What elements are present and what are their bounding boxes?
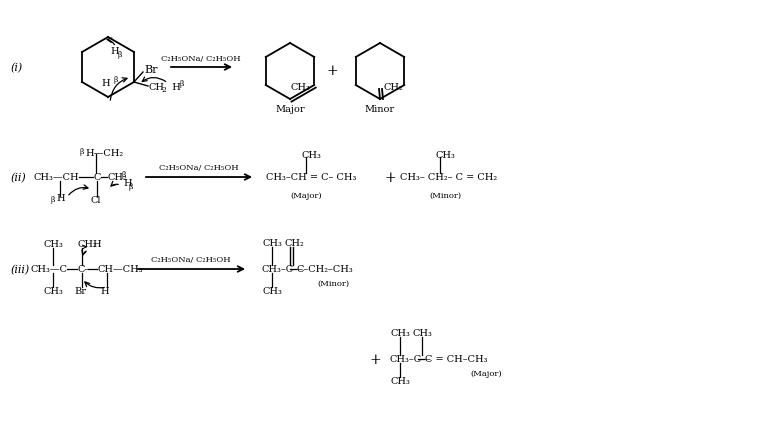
Text: H: H — [166, 82, 181, 91]
Text: CH₂: CH₂ — [284, 239, 304, 248]
Text: H: H — [102, 79, 110, 88]
Text: H: H — [92, 240, 101, 249]
Text: C—: C— — [78, 265, 95, 274]
Text: (iii): (iii) — [10, 264, 29, 274]
Text: (i): (i) — [10, 63, 22, 73]
Text: (Major): (Major) — [470, 369, 502, 377]
Text: (Minor): (Minor) — [317, 279, 349, 287]
Text: Major: Major — [275, 105, 304, 114]
Text: C₂H₅ONa/ C₂H₅OH: C₂H₅ONa/ C₂H₅OH — [159, 164, 239, 172]
Text: β: β — [129, 183, 133, 190]
Text: C = CH–CH₃: C = CH–CH₃ — [425, 355, 487, 364]
Text: CH₃: CH₃ — [436, 150, 456, 159]
Text: (Minor): (Minor) — [429, 192, 461, 199]
Text: H—CH₂: H—CH₂ — [85, 149, 123, 158]
Text: CH₃: CH₃ — [262, 287, 282, 296]
Text: CH₂: CH₂ — [108, 173, 128, 182]
Text: 2: 2 — [161, 86, 166, 94]
Text: Cl: Cl — [91, 196, 101, 205]
Text: β: β — [180, 80, 184, 88]
Text: C₂H₅ONa/ C₂H₅OH: C₂H₅ONa/ C₂H₅OH — [161, 55, 241, 63]
Text: H: H — [56, 194, 64, 203]
Text: CH₃: CH₃ — [390, 377, 410, 386]
Text: CH: CH — [149, 82, 165, 91]
Text: C: C — [93, 173, 101, 182]
Text: CH₃—C—: CH₃—C— — [30, 265, 76, 274]
Text: C₂H₅ONa/ C₂H₅OH: C₂H₅ONa/ C₂H₅OH — [151, 256, 231, 263]
Text: C–CH₂–CH₃: C–CH₂–CH₃ — [297, 265, 353, 274]
Text: Minor: Minor — [365, 105, 395, 114]
Text: CH—CH₃: CH—CH₃ — [98, 265, 144, 274]
Text: CH₃: CH₃ — [43, 287, 63, 296]
Text: CH₂: CH₂ — [78, 240, 98, 249]
Text: CH₃: CH₃ — [302, 150, 322, 159]
Text: +: + — [369, 352, 381, 366]
Text: +: + — [384, 170, 396, 184]
Text: H: H — [123, 179, 132, 188]
Text: (ii): (ii) — [10, 173, 26, 183]
Text: β: β — [113, 76, 117, 84]
Text: H: H — [110, 46, 119, 55]
Text: Br: Br — [144, 65, 158, 75]
Text: β: β — [50, 196, 55, 204]
Text: Br: Br — [74, 287, 86, 296]
Text: CH₃–C—: CH₃–C— — [262, 265, 304, 274]
Text: CH₃: CH₃ — [412, 329, 432, 338]
Text: CH₂: CH₂ — [384, 82, 404, 91]
Text: CH₃– CH₂– C = CH₂: CH₃– CH₂– C = CH₂ — [400, 173, 497, 182]
Text: CH₃: CH₃ — [291, 82, 311, 91]
Text: CH₃—CH—: CH₃—CH— — [33, 173, 89, 182]
Text: β: β — [122, 170, 126, 178]
Text: β: β — [80, 148, 84, 155]
Text: (Major): (Major) — [290, 192, 322, 199]
Text: H: H — [101, 287, 109, 296]
Text: CH₃: CH₃ — [43, 240, 63, 249]
Text: +: + — [326, 64, 338, 78]
Text: CH₃–C—: CH₃–C— — [390, 355, 432, 364]
Text: CH₃–CH = C– CH₃: CH₃–CH = C– CH₃ — [266, 173, 356, 182]
Text: CH₃: CH₃ — [262, 239, 282, 248]
Text: CH₃: CH₃ — [390, 329, 410, 338]
Text: β: β — [117, 51, 122, 59]
